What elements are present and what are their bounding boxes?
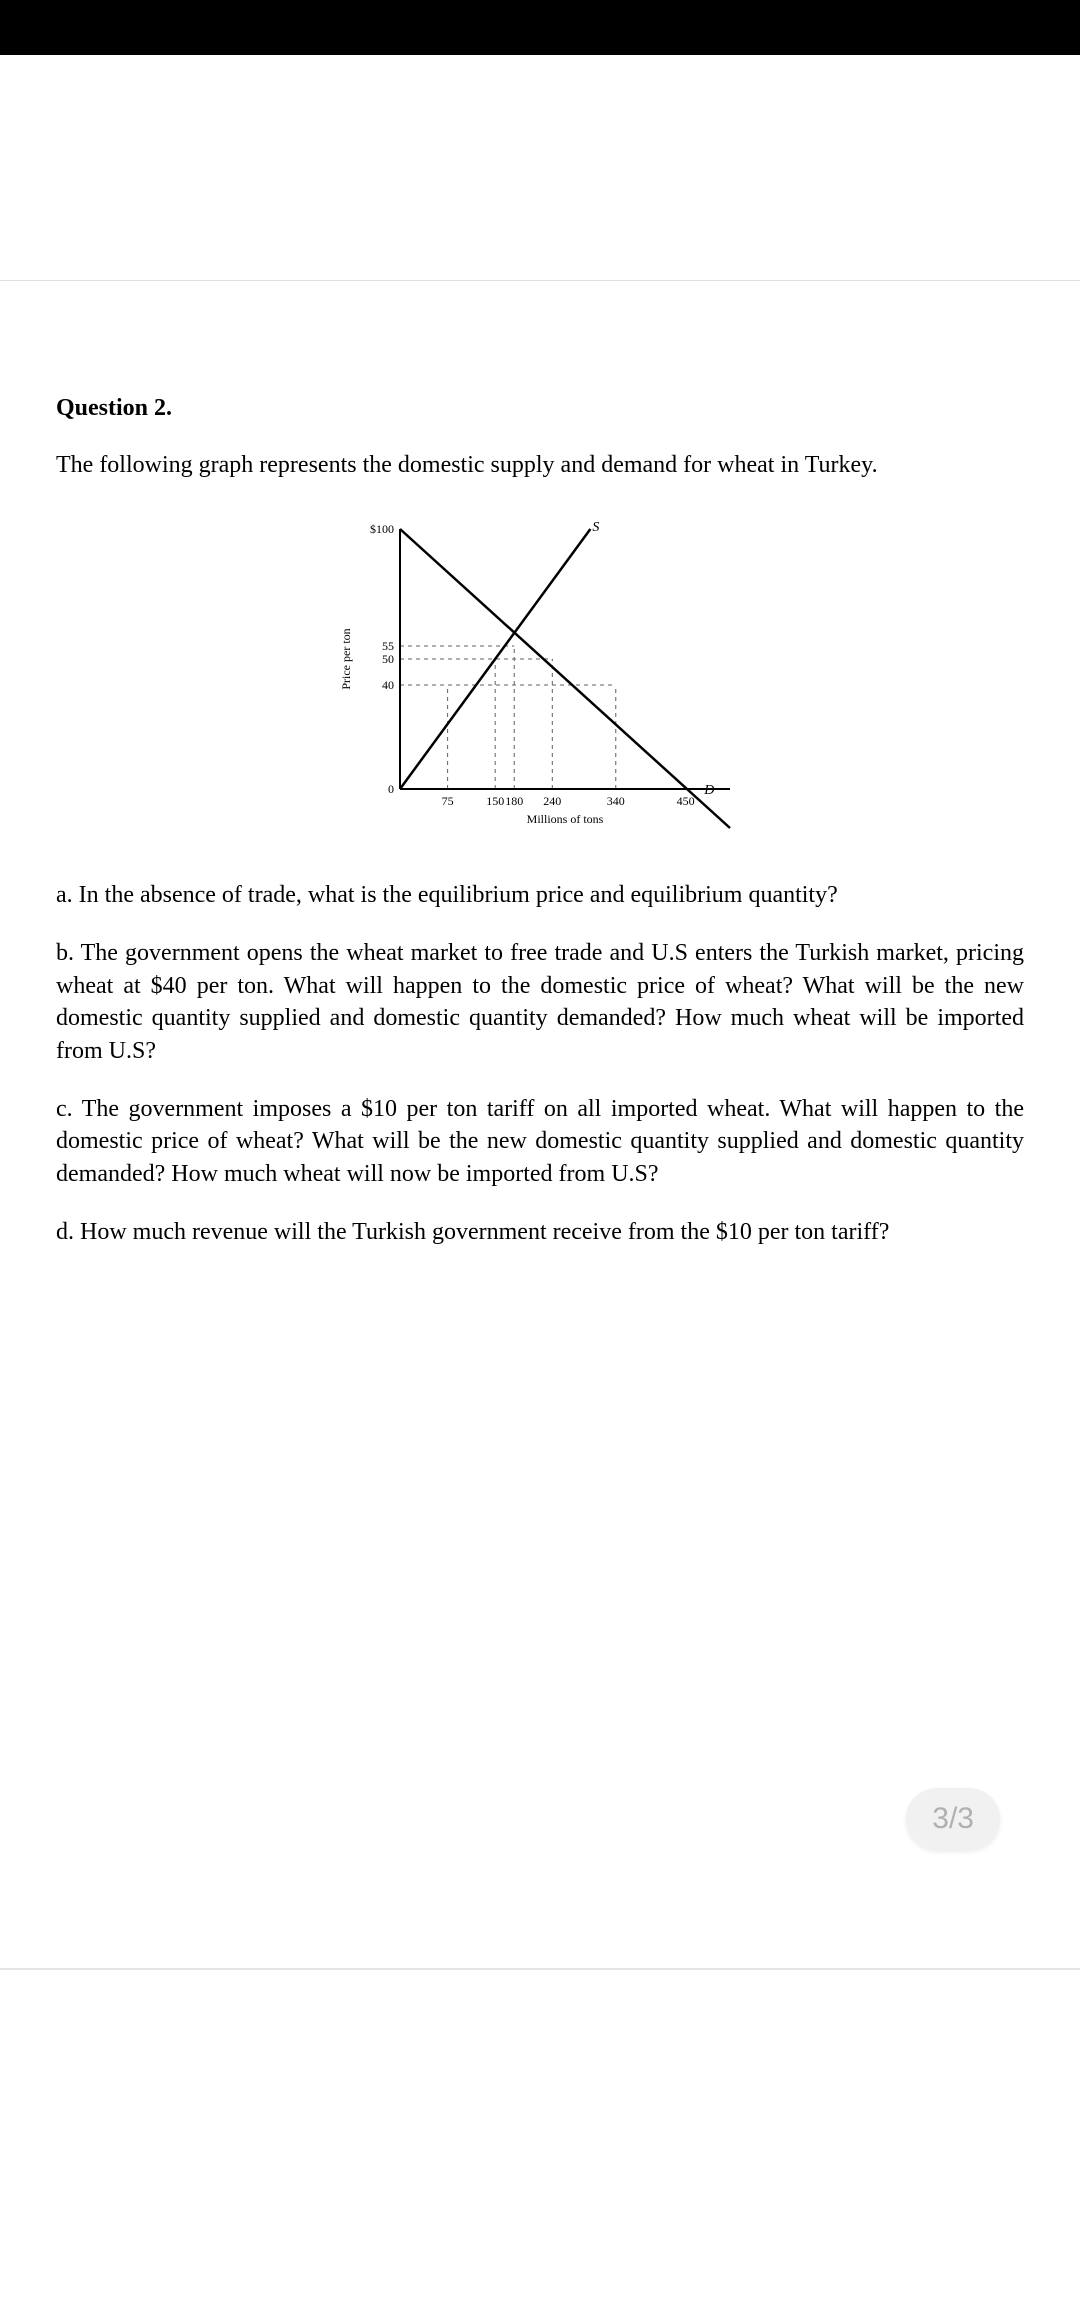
svg-text:50: 50 (382, 652, 394, 666)
svg-text:75: 75 (442, 794, 454, 808)
svg-text:0: 0 (388, 782, 394, 796)
question-intro: The following graph represents the domes… (56, 452, 1024, 479)
document-content: Question 2. The following graph represen… (0, 395, 1080, 1249)
question-part-a: a. In the absence of trade, what is the … (56, 879, 1024, 911)
page-indicator-badge: 3/3 (906, 1788, 1000, 1850)
question-title: Question 2. (56, 395, 1024, 422)
svg-text:240: 240 (543, 794, 561, 808)
content-gap (0, 281, 1080, 395)
header-gap (0, 55, 1080, 280)
svg-text:Millions of tons: Millions of tons (527, 812, 604, 826)
svg-text:450: 450 (677, 794, 695, 808)
supply-demand-chart: $100 5550 40 0 75 150180 240 340 450 Millions of … (330, 509, 750, 839)
chart-container: $100 5550 40 0 75 150180 240 340 450 Millions of … (56, 509, 1024, 839)
divider-bottom (0, 1968, 1080, 1970)
svg-text:180: 180 (505, 794, 523, 808)
question-part-d: d. How much revenue will the Turkish gov… (56, 1216, 1024, 1248)
question-part-c: c. The government imposes a $10 per ton … (56, 1093, 1024, 1190)
top-black-bar (0, 0, 1080, 55)
svg-text:Price per ton: Price per ton (339, 628, 353, 689)
svg-text:$100: $100 (370, 522, 394, 536)
svg-text:150: 150 (486, 794, 504, 808)
svg-text:40: 40 (382, 678, 394, 692)
svg-text:D: D (703, 783, 714, 798)
svg-text:55: 55 (382, 639, 394, 653)
question-part-b: b. The government opens the wheat market… (56, 937, 1024, 1067)
svg-text:340: 340 (607, 794, 625, 808)
svg-text:S: S (592, 520, 599, 535)
